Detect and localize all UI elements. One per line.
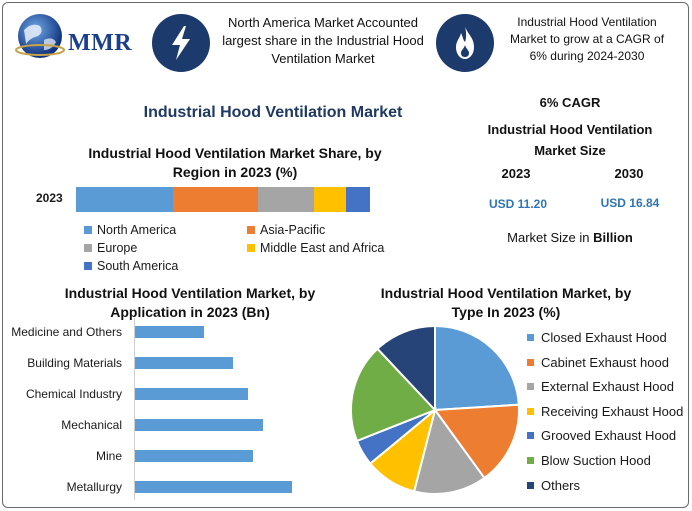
legend-item: Others bbox=[527, 478, 580, 493]
bar-chemical-industry bbox=[135, 388, 248, 400]
legend-label: Closed Exhaust Hood bbox=[541, 330, 667, 345]
legend-item: South America bbox=[84, 259, 178, 273]
value-2030: USD 16.84 bbox=[600, 196, 660, 210]
bar-label: Medicine and Others bbox=[11, 325, 122, 339]
title-line: Industrial Hood Ventilation Market Share… bbox=[88, 145, 382, 161]
main-title: Industrial Hood Ventilation Market bbox=[143, 104, 403, 121]
pie-slice-others bbox=[376, 324, 436, 413]
flame-icon bbox=[456, 26, 474, 59]
legend-label: Europe bbox=[97, 241, 138, 255]
title-line: Industrial Hood Ventilation Market, by bbox=[380, 285, 632, 301]
application-axis-line bbox=[134, 318, 135, 500]
legend-label: Others bbox=[541, 477, 581, 493]
year-2030: 2030 bbox=[614, 166, 644, 181]
bar-medicine-and-others bbox=[135, 326, 204, 338]
legend-item: Closed Exhaust Hood bbox=[527, 330, 667, 345]
region-segment-asia-pacific bbox=[173, 187, 259, 212]
region-segment-middle-east-and-africa bbox=[314, 187, 347, 212]
type-chart-title: Industrial Hood Ventilation Market, by T… bbox=[360, 284, 652, 322]
title-line: Type In 2023 (%) bbox=[451, 304, 561, 320]
bar-label: Mine bbox=[95, 449, 122, 463]
legend-swatch bbox=[247, 226, 255, 234]
legend-swatch bbox=[84, 262, 92, 270]
note-line: North America Market Accounted bbox=[227, 15, 419, 30]
legend-label: South America bbox=[97, 259, 179, 273]
unit-bold: Billion bbox=[593, 230, 633, 245]
title-line: Application in 2023 (Bn) bbox=[110, 304, 270, 320]
region-segment-south-america bbox=[346, 187, 370, 212]
note-line: 6% during 2024-2030 bbox=[529, 49, 645, 63]
legend-label: Receiving Exhaust Hood bbox=[541, 403, 684, 419]
note-line: largest share in the Industrial Hood bbox=[222, 33, 424, 48]
note-line: Market to grow at a CAGR of bbox=[509, 32, 665, 46]
bar-label: Mechanical bbox=[61, 418, 122, 432]
legend-item: Asia-Pacific bbox=[247, 223, 325, 237]
legend-item: North America bbox=[84, 223, 176, 237]
legend-item: Grooved Exhaust Hood bbox=[527, 428, 676, 443]
application-chart-title: Industrial Hood Ventilation Market, by A… bbox=[40, 284, 340, 322]
legend-swatch bbox=[527, 358, 534, 366]
bar-building-materials bbox=[135, 357, 234, 369]
legend-swatch bbox=[84, 226, 92, 234]
region-segment-europe bbox=[258, 187, 315, 212]
note-line: Industrial Hood Ventilation bbox=[517, 15, 657, 29]
legend-item: External Exhaust Hood bbox=[527, 379, 674, 394]
legend-swatch bbox=[527, 407, 534, 415]
pie-slice-cabinet-exhaust-hood bbox=[433, 403, 520, 480]
legend-swatch bbox=[527, 334, 534, 341]
bar-mine bbox=[135, 450, 253, 462]
brand-logo: MMR bbox=[10, 8, 140, 64]
title-line: Industrial Hood Ventilation Market, by bbox=[64, 285, 316, 301]
size-title-line1: Industrial Hood Ventilation bbox=[487, 122, 653, 137]
pie-slice-external-exhaust-hood bbox=[412, 407, 486, 495]
cagr-note: Industrial Hood Ventilation Market to gr… bbox=[497, 14, 677, 65]
lightning-icon bbox=[172, 26, 190, 60]
legend-item: Blow Suction Hood bbox=[527, 453, 651, 468]
type-pie-chart bbox=[350, 324, 520, 495]
unit-note: Market Size in Billion bbox=[490, 230, 650, 245]
legend-label: Cabinet Exhaust hood bbox=[541, 354, 669, 370]
region-stacked-bar bbox=[76, 187, 370, 212]
legend-item: Europe bbox=[84, 241, 137, 255]
legend-label: Blow Suction Hood bbox=[541, 453, 651, 468]
flame-icon-badge bbox=[436, 14, 494, 72]
note-line: Ventilation Market bbox=[271, 51, 375, 66]
legend-label: Middle East and Africa bbox=[260, 241, 385, 255]
brand-name: MMR bbox=[68, 30, 133, 56]
legend-item: Middle East and Africa bbox=[247, 241, 384, 255]
north-america-note: North America Market Accounted largest s… bbox=[212, 14, 434, 68]
legend-swatch bbox=[527, 432, 534, 440]
bar-label: Building Materials bbox=[27, 356, 122, 370]
region-chart-title: Industrial Hood Ventilation Market Share… bbox=[60, 144, 410, 182]
legend-label: North America bbox=[97, 223, 177, 237]
legend-swatch bbox=[247, 244, 255, 252]
region-category-label: 2023 bbox=[36, 191, 63, 205]
bar-metallurgy bbox=[135, 481, 292, 493]
size-title-line2: Market Size bbox=[534, 143, 606, 158]
legend-swatch bbox=[84, 244, 92, 252]
bar-label: Chemical Industry bbox=[25, 387, 122, 401]
legend-label: Asia-Pacific bbox=[260, 223, 326, 237]
lightning-icon-badge bbox=[152, 14, 210, 72]
pie-slice-blow-suction-hood bbox=[350, 347, 437, 443]
legend-swatch bbox=[527, 481, 534, 489]
bar-mechanical bbox=[135, 419, 263, 431]
globe-icon bbox=[15, 14, 65, 58]
year-2023: 2023 bbox=[501, 166, 531, 181]
cagr-label: 6% CAGR bbox=[539, 95, 601, 110]
region-segment-north-america bbox=[76, 187, 174, 212]
unit-prefix: Market Size in bbox=[507, 230, 594, 245]
legend-label: Grooved Exhaust Hood bbox=[541, 428, 677, 444]
legend-label: External Exhaust Hood bbox=[541, 379, 674, 395]
title-line: Region in 2023 (%) bbox=[172, 164, 298, 180]
legend-item: Receiving Exhaust Hood bbox=[527, 404, 683, 419]
bar-label: Metallurgy bbox=[66, 480, 122, 494]
legend-swatch bbox=[527, 383, 534, 391]
pie-slice-closed-exhaust-hood bbox=[434, 324, 520, 412]
legend-item: Cabinet Exhaust hood bbox=[527, 355, 669, 370]
value-2023: USD 11.20 bbox=[488, 197, 548, 211]
legend-swatch bbox=[527, 457, 534, 464]
